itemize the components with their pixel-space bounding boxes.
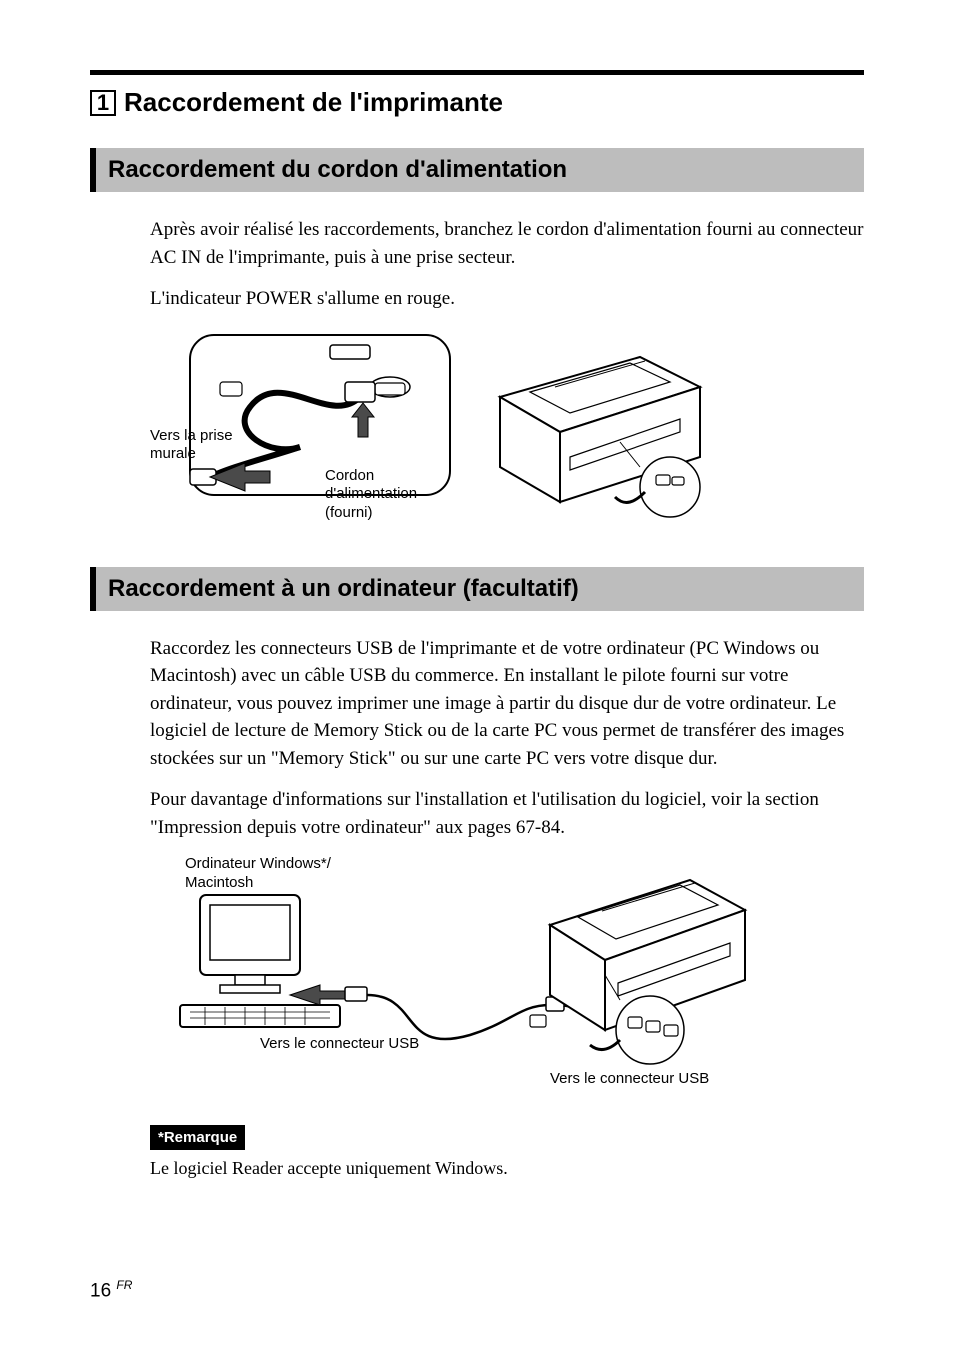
section2-para2: Pour davantage d'informations sur l'inst… xyxy=(150,786,864,841)
figure-usb: Ordinateur Windows*/ Macintosh Vers le c… xyxy=(150,855,750,1095)
label-usb-left: Vers le connecteur USB xyxy=(260,1035,460,1054)
section1-para2: L'indicateur POWER s'allume en rouge. xyxy=(150,285,864,313)
figure-power: Vers la prise murale Cordon d'alimentati… xyxy=(150,327,710,537)
label-usb-right: Vers le connecteur USB xyxy=(550,1070,750,1089)
main-title-text: Raccordement de l'imprimante xyxy=(124,87,503,118)
section1-heading: Raccordement du cordon d'alimentation xyxy=(90,148,864,192)
label-wall-outlet: Vers la prise murale xyxy=(150,427,260,465)
page-number: 16 FR xyxy=(90,1278,132,1302)
note-tag: *Remarque xyxy=(150,1125,245,1150)
page-number-lang: FR xyxy=(116,1278,132,1292)
note-text: Le logiciel Reader accepte uniquement Wi… xyxy=(150,1158,864,1179)
section2-para1: Raccordez les connecteurs USB de l'impri… xyxy=(150,635,864,773)
section1-para1: Après avoir réalisé les raccordements, b… xyxy=(150,216,864,271)
label-power-cord: Cordon d'alimentation (fourni) xyxy=(325,467,455,523)
section2-heading: Raccordement à un ordinateur (facultatif… xyxy=(90,567,864,611)
step-number-box: 1 xyxy=(90,90,116,116)
label-computer: Ordinateur Windows*/ Macintosh xyxy=(185,855,385,893)
page-number-value: 16 xyxy=(90,1280,111,1301)
top-rule xyxy=(90,70,864,75)
page: 1 Raccordement de l'imprimante Raccordem… xyxy=(0,0,954,1352)
main-title: 1 Raccordement de l'imprimante xyxy=(90,87,864,118)
